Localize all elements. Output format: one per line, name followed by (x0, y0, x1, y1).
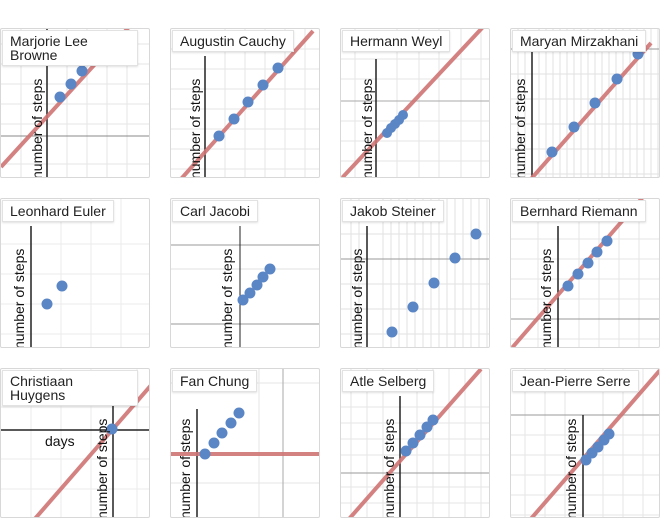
data-point (244, 287, 256, 299)
y-axis-label: number of steps (349, 249, 365, 348)
card-title: Augustin Cauchy (172, 30, 294, 52)
y-axis-label: number of steps (29, 79, 45, 178)
card-title: Marjorie Lee Browne (2, 30, 138, 66)
data-point (264, 263, 276, 275)
data-point (65, 78, 77, 90)
graph-card[interactable]: number of steps Jean-Pierre Serre (510, 368, 660, 518)
card-title: Carl Jacobi (172, 200, 259, 222)
card-title: Jakob Steiner (342, 200, 444, 222)
graph-card[interactable]: number of steps Fan Chung (170, 368, 320, 518)
y-axis-label: number of steps (563, 419, 579, 518)
graph-canvas: number of steps (511, 369, 659, 518)
data-point (237, 294, 249, 306)
data-point (603, 428, 615, 440)
graph-card[interactable]: days number of steps Christiaan Huygens (0, 368, 150, 518)
card-title: Atle Selberg (342, 370, 435, 392)
data-point (400, 445, 412, 457)
grid-lines (511, 369, 659, 517)
y-axis-label: number of steps (94, 419, 110, 518)
y-axis-label: number of steps (538, 249, 554, 348)
trend-line (33, 384, 149, 517)
data-point (428, 277, 440, 289)
y-axis-label: number of steps (11, 249, 27, 348)
data-point (427, 414, 439, 426)
graph-card[interactable]: number of steps Marjorie Lee Browne (0, 28, 150, 178)
card-title: Maryan Mirzakhani (512, 30, 647, 52)
data-point (54, 91, 66, 103)
trend-line (530, 41, 653, 177)
data-point (41, 298, 53, 310)
data-point (470, 228, 482, 240)
data-point (251, 279, 263, 291)
y-axis-label: number of steps (359, 79, 375, 178)
data-point (386, 326, 398, 338)
data-point (257, 271, 269, 283)
card-title: Leonhard Euler (2, 200, 114, 222)
graph-canvas: number of steps (341, 29, 489, 178)
y-axis-label: number of steps (187, 79, 203, 178)
graph-canvas: number of steps (511, 199, 659, 348)
data-point (76, 65, 88, 77)
card-title: Fan Chung (172, 370, 258, 392)
data-point (568, 121, 580, 133)
grid-lines (341, 369, 489, 517)
data-point (572, 268, 584, 280)
data-point (562, 280, 574, 292)
graph-canvas: number of steps (341, 199, 489, 348)
data-point (591, 246, 603, 258)
grid-lines (341, 199, 489, 347)
trend-line (341, 29, 484, 177)
data-point (272, 62, 284, 74)
y-axis-label: number of steps (177, 419, 193, 518)
data-point (582, 257, 594, 269)
graph-card[interactable]: number of steps Leonhard Euler (0, 198, 150, 348)
graph-card[interactable]: number of steps Bernhard Riemann (510, 198, 660, 348)
grid-lines (171, 244, 319, 325)
data-point (228, 113, 240, 125)
graph-canvas: number of steps (171, 226, 319, 348)
data-point (242, 96, 254, 108)
data-point (199, 448, 211, 460)
data-point (257, 79, 269, 91)
grid-lines (1, 199, 149, 347)
card-title: Christiaan Huygens (2, 370, 138, 406)
y-axis-label: number of steps (512, 79, 528, 178)
graph-canvas: number of steps (341, 369, 489, 518)
card-title: Bernhard Riemann (512, 200, 646, 222)
card-title: Hermann Weyl (342, 30, 451, 52)
graph-card[interactable]: number of steps Augustin Cauchy (170, 28, 320, 178)
y-axis-label: number of steps (381, 419, 397, 518)
card-title: Jean-Pierre Serre (512, 370, 639, 392)
data-point (407, 301, 419, 313)
x-axis-label: days (45, 433, 75, 449)
data-point (398, 110, 408, 120)
data-point (546, 146, 558, 158)
data-point (106, 423, 118, 435)
data-point (407, 437, 419, 449)
data-point (611, 73, 623, 85)
graph-card[interactable]: number of steps Maryan Mirzakhani (510, 28, 660, 178)
data-point (56, 280, 68, 292)
data-point (216, 427, 228, 439)
y-axis-label: number of steps (219, 249, 235, 348)
graph-canvas: number of steps (1, 199, 149, 348)
graph-canvas: number of steps (171, 369, 319, 518)
data-point (225, 417, 237, 429)
data-point (233, 407, 245, 419)
graph-card[interactable]: number of steps Hermann Weyl (340, 28, 490, 178)
graph-card[interactable]: number of steps Carl Jacobi (170, 198, 320, 348)
graph-card[interactable]: number of steps Atle Selberg (340, 368, 490, 518)
data-point (414, 429, 426, 441)
grid-lines (511, 29, 659, 177)
data-point (449, 252, 461, 264)
data-point (208, 437, 220, 449)
data-point (601, 235, 613, 247)
data-point (213, 130, 225, 142)
graph-card[interactable]: number of steps Jakob Steiner (340, 198, 490, 348)
data-point (589, 97, 601, 109)
